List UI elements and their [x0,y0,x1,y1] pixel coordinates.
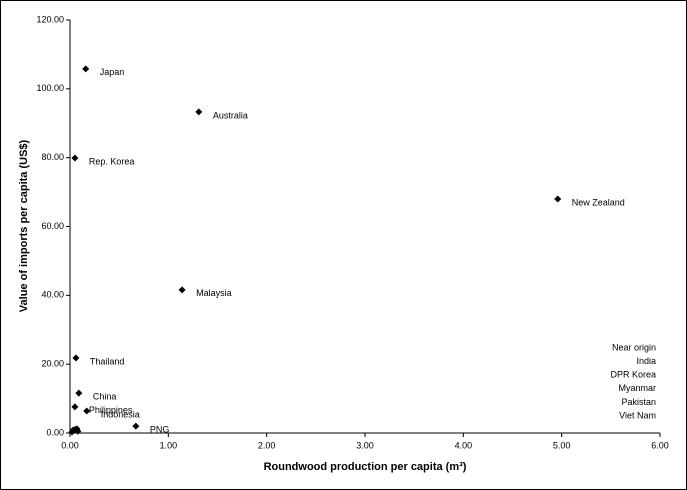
point-label: Indonesia [101,409,140,419]
point-label: Japan [100,67,125,77]
point [195,108,203,116]
annotation: India [636,356,656,366]
point [75,389,83,397]
point-label: New Zealand [572,197,625,207]
x-tick-label: 4.00 [455,440,473,450]
point [72,354,80,362]
point-label: Rep. Korea [89,156,135,166]
point-label: Philippines [89,405,133,415]
point-label: Thailand [90,356,125,366]
annotation: Near origin [612,342,656,352]
x-tick-label: 2.00 [258,440,276,450]
annotation: Pakistan [621,397,656,407]
y-tick-label: 80.00 [41,152,64,162]
point [71,403,79,411]
point [178,286,186,294]
annotation: Viet Nam [619,410,656,420]
y-tick-label: 20.00 [41,359,64,369]
y-tick-label: 60.00 [41,221,64,231]
point-label: Australia [213,110,248,120]
x-tick-label: 0.00 [61,440,79,450]
annotation: DPR Korea [610,370,656,380]
point [554,195,562,203]
y-tick-label: 100.00 [36,83,64,93]
x-tick-label: 1.00 [160,440,178,450]
y-tick-label: 40.00 [41,290,64,300]
point-label: Malaysia [196,288,232,298]
point [71,426,79,434]
x-axis-title: Roundwood production per capita (m³) [264,461,467,473]
point [82,65,90,73]
y-axis-title: Value of imports per capita (US$) [18,139,30,312]
x-tick-label: 3.00 [356,440,374,450]
point-label: China [93,391,117,401]
annotation: Myanmar [618,383,656,393]
point-label: PNG [150,424,170,434]
point [132,422,140,430]
y-tick-label: 120.00 [36,14,64,24]
x-tick-label: 6.00 [651,440,669,450]
y-tick-label: 0.00 [46,427,64,437]
x-tick-label: 5.00 [553,440,571,450]
point [83,407,91,415]
point [71,154,79,162]
